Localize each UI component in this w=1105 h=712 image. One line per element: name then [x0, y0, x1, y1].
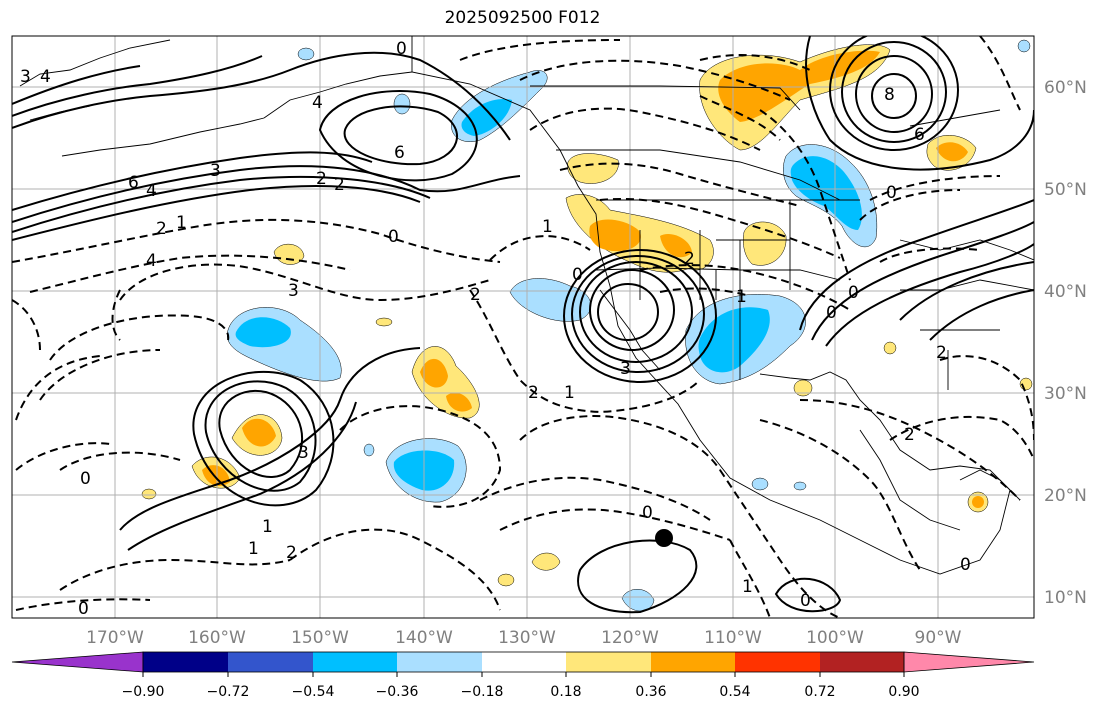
contour-labels: 0 3 4 4 6 6 8 6 0 3 2 2 1 0 4 2 2 1 0 4 …	[20, 39, 971, 619]
lon-label: 170°W	[86, 628, 144, 648]
lon-label: 140°W	[395, 628, 453, 648]
contour-label: 2	[316, 169, 327, 189]
contour-label: 6	[394, 143, 405, 163]
colorbar-segment	[313, 652, 397, 672]
contour-label: 0	[388, 227, 399, 247]
lon-label: 110°W	[704, 628, 762, 648]
longitude-labels: 170°W 160°W 150°W 140°W 130°W 120°W 110°…	[86, 628, 962, 648]
colorbar-segment	[143, 652, 228, 672]
contour-label: 0	[826, 303, 837, 323]
negative-shading	[226, 39, 1031, 612]
colorbar-tick-label: 0.36	[635, 684, 666, 700]
lon-label: 130°W	[498, 628, 556, 648]
contour-label: 2	[684, 249, 695, 269]
lon-label: 100°W	[806, 628, 864, 648]
lon-label: 160°W	[188, 628, 246, 648]
colorbar-extend-max	[903, 651, 1035, 673]
contour-label: 0	[80, 469, 91, 489]
lat-label: 20°N	[1044, 486, 1087, 506]
contour-label: 3	[288, 281, 299, 301]
contour-label: 0	[886, 183, 897, 203]
contour-label: 0	[848, 283, 859, 303]
contour-label: 2	[936, 343, 947, 363]
colorbar-segment	[397, 652, 482, 672]
contour-label: 2	[334, 175, 345, 195]
contour-label: 2	[470, 285, 481, 305]
contour-label: 1	[248, 539, 259, 559]
lon-label: 90°W	[915, 628, 962, 648]
colorbar-tick-label: 0.90	[888, 684, 919, 700]
colorbar-segment	[566, 652, 651, 672]
lat-label: 10°N	[1044, 588, 1087, 608]
lon-label: 120°W	[601, 628, 659, 648]
colorbar: −0.90 −0.72 −0.54 −0.36 −0.18 0.18 0.36 …	[11, 651, 1035, 700]
contour-label: 0	[572, 265, 583, 285]
contour-label: 1	[742, 577, 753, 597]
contour-label: 1	[542, 217, 553, 237]
colorbar-tick-label: −0.36	[376, 684, 419, 700]
colorbar-frame	[142, 651, 905, 673]
contour-label: 1	[736, 287, 747, 307]
lon-label: 150°W	[291, 628, 349, 648]
colorbar-segment	[228, 652, 313, 672]
contour-label: 3	[20, 67, 31, 87]
colorbar-segment	[482, 652, 566, 672]
contour-label: 2	[286, 543, 297, 563]
contour-label: 3	[620, 359, 631, 379]
lat-label: 60°N	[1044, 78, 1087, 98]
colorbar-segment	[820, 652, 904, 672]
colorbar-segment	[735, 652, 820, 672]
contour-label: 0	[800, 591, 811, 611]
dashed-contours	[12, 36, 1034, 618]
contour-label: 0	[396, 39, 407, 59]
graticule	[12, 36, 1034, 618]
contour-label: 2	[904, 425, 915, 445]
contour-label: 6	[914, 125, 925, 145]
contour-label: 0	[78, 599, 89, 619]
contour-label: 4	[146, 251, 157, 271]
contour-label: 3	[298, 443, 309, 463]
contour-label: 1	[262, 517, 273, 537]
contour-label: 1	[564, 383, 575, 403]
lat-label: 40°N	[1044, 282, 1087, 302]
colorbar-tick-label: −0.90	[122, 684, 165, 700]
contour-label: 8	[884, 85, 895, 105]
colorbar-tick-label: −0.18	[461, 684, 504, 700]
positive-shading	[141, 44, 1033, 587]
contour-label: 4	[40, 67, 51, 87]
contour-label: 0	[642, 503, 653, 523]
map-title: 2025092500 F012	[444, 8, 601, 28]
latitude-labels: 60°N 50°N 40°N 30°N 20°N 10°N	[1044, 78, 1087, 608]
lat-label: 30°N	[1044, 384, 1087, 404]
contour-label: 4	[146, 181, 157, 201]
colorbar-tick-label: 0.54	[719, 684, 750, 700]
colorbar-extend-min	[11, 651, 144, 673]
contour-label: 4	[312, 93, 323, 113]
contour-label: 3	[210, 161, 221, 181]
contour-label: 1	[176, 213, 187, 233]
colorbar-tick-label: 0.18	[550, 684, 581, 700]
map-frame	[11, 35, 1035, 619]
colorbar-segment	[651, 652, 735, 672]
contour-label: 6	[128, 173, 139, 193]
storm-center-marker	[655, 529, 673, 547]
solid-contours	[12, 36, 1034, 614]
colorbar-tick-label: −0.54	[292, 684, 335, 700]
colorbar-tick-label: 0.72	[804, 684, 835, 700]
colorbar-tick-label: −0.72	[207, 684, 250, 700]
contour-label: 2	[156, 219, 167, 239]
contour-label: 2	[528, 383, 539, 403]
lat-label: 50°N	[1044, 180, 1087, 200]
contour-label: 0	[960, 555, 971, 575]
